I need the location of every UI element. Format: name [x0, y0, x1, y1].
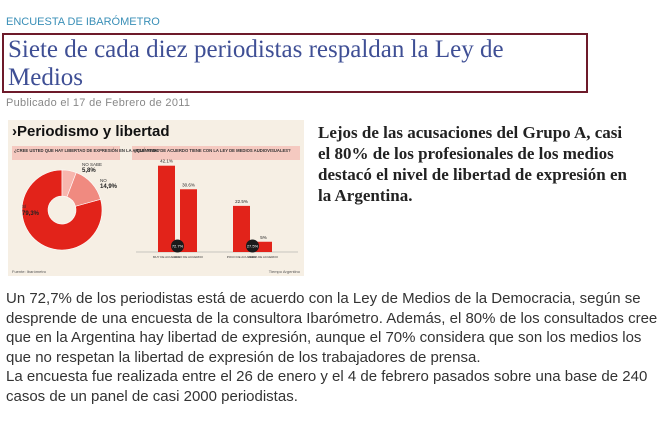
group-total [246, 239, 259, 253]
article-body: Un 72,7% de los periodistas está de acue… [6, 289, 662, 406]
bar-category: MUY DE ACUERDO [153, 255, 181, 259]
infographic: ›Periodismo y libertad ¿CREE USTED QUE H… [8, 120, 304, 276]
paragraph: La encuesta fue realizada entre el 26 de… [6, 368, 648, 405]
bar-category: NADA DE ACUERDO [249, 255, 279, 259]
bar-label: 5% [260, 235, 267, 240]
pie-slice [21, 169, 103, 251]
bar-label: 22.5% [235, 199, 248, 204]
pie-slice [66, 172, 101, 207]
date: Publicado el 17 de Febrero de 2011 [6, 97, 191, 109]
credit: Tiempo Argentino [269, 269, 301, 274]
bar-question: ¿QUÉ NIVEL DE ACUERDO TIENE CON LA LEY D… [134, 148, 291, 153]
slice-label: 79,3% [22, 211, 40, 217]
bar-label: 42.1% [160, 159, 173, 164]
slice-name: NO [100, 178, 107, 183]
source: Fuente: Ibarómetro [12, 269, 47, 274]
bar-category: POCO DE ACUERDO [227, 255, 257, 259]
bar [180, 189, 197, 252]
bar-category: ALGO DE ACUERDO [174, 255, 204, 259]
group-total [171, 239, 184, 253]
group-total-label: 72.7% [172, 244, 184, 249]
slice-name: SÍ [22, 203, 27, 209]
infographic-title: ›Periodismo y libertad [12, 123, 170, 140]
panel-header [132, 146, 300, 160]
bar-label: 30.6% [182, 182, 195, 187]
slice-name: NO SABE [82, 162, 102, 167]
lead: Lejos de las acusaciones del Grupo A, ca… [318, 123, 627, 205]
bar [233, 205, 250, 252]
paragraph: Un 72,7% de los periodistas está de acue… [6, 290, 658, 366]
pie-question: ¿CREE USTED QUE HAY LIBERTAD DE EXPRESIÓ… [14, 148, 160, 153]
panel-header [12, 146, 120, 160]
section-label: ENCUESTA DE IBARÓMETRO [6, 16, 160, 28]
slice-label: 14,9% [100, 184, 118, 190]
bar [158, 165, 175, 252]
group-total-label: 27.5% [247, 244, 259, 249]
headline[interactable]: Siete de cada diez periodistas respaldan… [2, 33, 588, 93]
bar [255, 241, 272, 252]
slice-label: 5,8% [82, 168, 96, 174]
